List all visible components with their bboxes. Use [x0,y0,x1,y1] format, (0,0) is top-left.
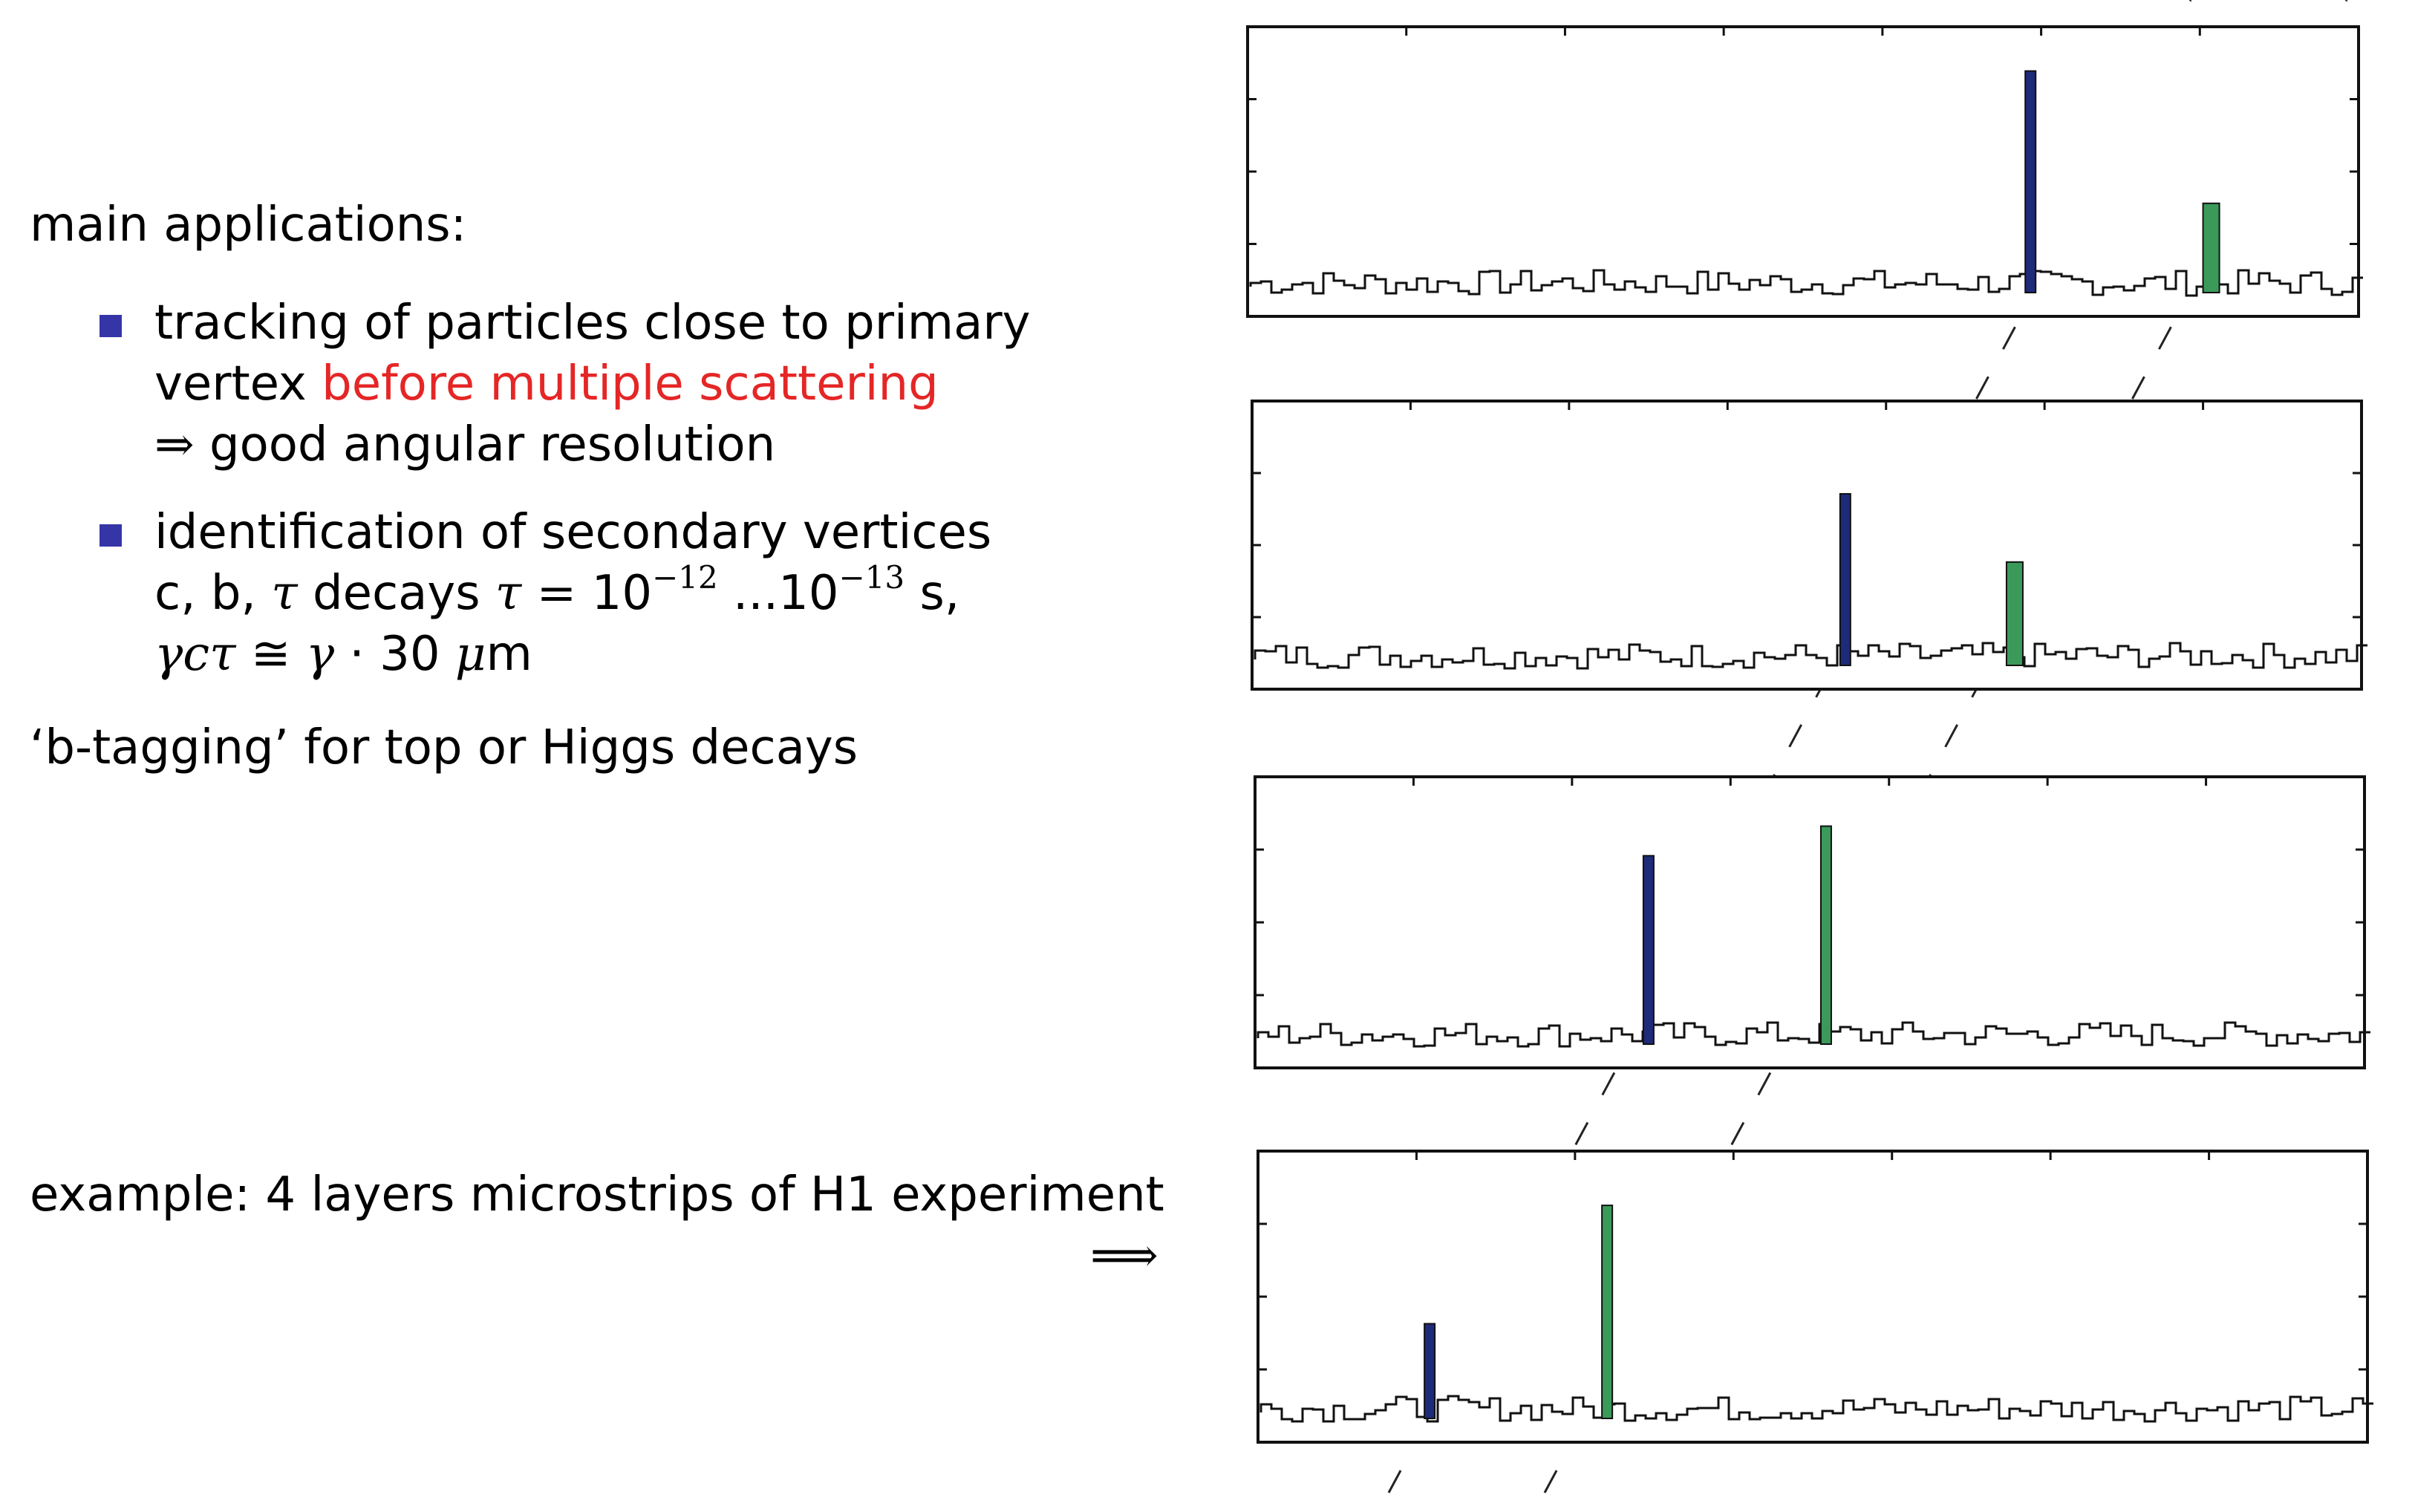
good-angular-resolution: good angular resolution [209,417,776,472]
green-hit-strip-4 [1601,1205,1614,1419]
layer-frame-3 [1254,775,2366,1069]
blue-hit-strip-1 [2024,70,2037,293]
noise-histogram-2 [1254,642,2367,670]
tau-symbol-2: τ [495,566,522,621]
bullet2-line3: γcτ ≅ γ · 30 μm [154,624,532,685]
example-line: example: 4 layers microstrips of H1 expe… [30,1167,1164,1222]
bullet1-line3: ⇒ good angular resolution [154,414,775,475]
green-hit-strip-1 [2202,202,2220,293]
gamma-symbol: γ [305,627,335,682]
main-applications-heading: main applications: [30,198,467,252]
noise-histogram-1 [1249,269,2363,297]
ellipsis: ... [733,566,779,621]
bullet-marker-2 [100,524,122,547]
bullet1-line2: vertex before multiple scattering [154,353,939,414]
bullet2-line1: identification of secondary vertices [154,505,992,560]
blue-hit-strip-2 [1839,492,1851,667]
noise-histogram-3 [1257,1021,2370,1048]
blue-hit-strip-3 [1642,855,1655,1045]
green-hit-strip-2 [2005,561,2024,666]
implies-arrow: ⇒ [154,417,195,472]
decay-particles: c, b, [154,566,272,621]
layer-frame-2 [1251,400,2363,691]
exponent-minus-12: −12 [652,559,718,596]
ten-base-1: 10 [591,566,653,621]
layer-frame-4 [1257,1150,2369,1444]
dot-30: · 30 [349,627,440,682]
seconds-unit: s, [919,566,960,621]
equals-sign: = [536,566,577,621]
blue-hit-strip-4 [1424,1323,1436,1419]
decays-word: decays [312,566,480,621]
before-multiple-scattering-highlight: before multiple scattering [322,356,939,411]
exponent-minus-13: −13 [838,559,905,596]
layer-frame-1 [1246,25,2360,318]
approx-equal-sign: ≅ [250,627,291,682]
green-hit-strip-3 [1819,825,1832,1045]
ten-base-2: 10 [778,566,839,621]
btagging-line: ‘b-tagging’ for top or Higgs decays [30,720,858,775]
bullet2-line2: c, b, τ decays τ = 10−12 ...10−13 s, [154,562,960,624]
noise-histogram-4 [1259,1395,2373,1423]
tau-symbol: τ [271,566,298,621]
gamma-c-tau: γcτ [154,627,236,682]
example-arrow: ⟹ [1090,1228,1158,1283]
meter-unit: m [486,627,532,682]
bullet-marker-1 [100,315,122,337]
bullet1-line1: tracking of particles close to primary [154,296,1031,351]
bullet1-line2-prefix: vertex [154,356,322,411]
mu-symbol: μ [454,627,486,682]
